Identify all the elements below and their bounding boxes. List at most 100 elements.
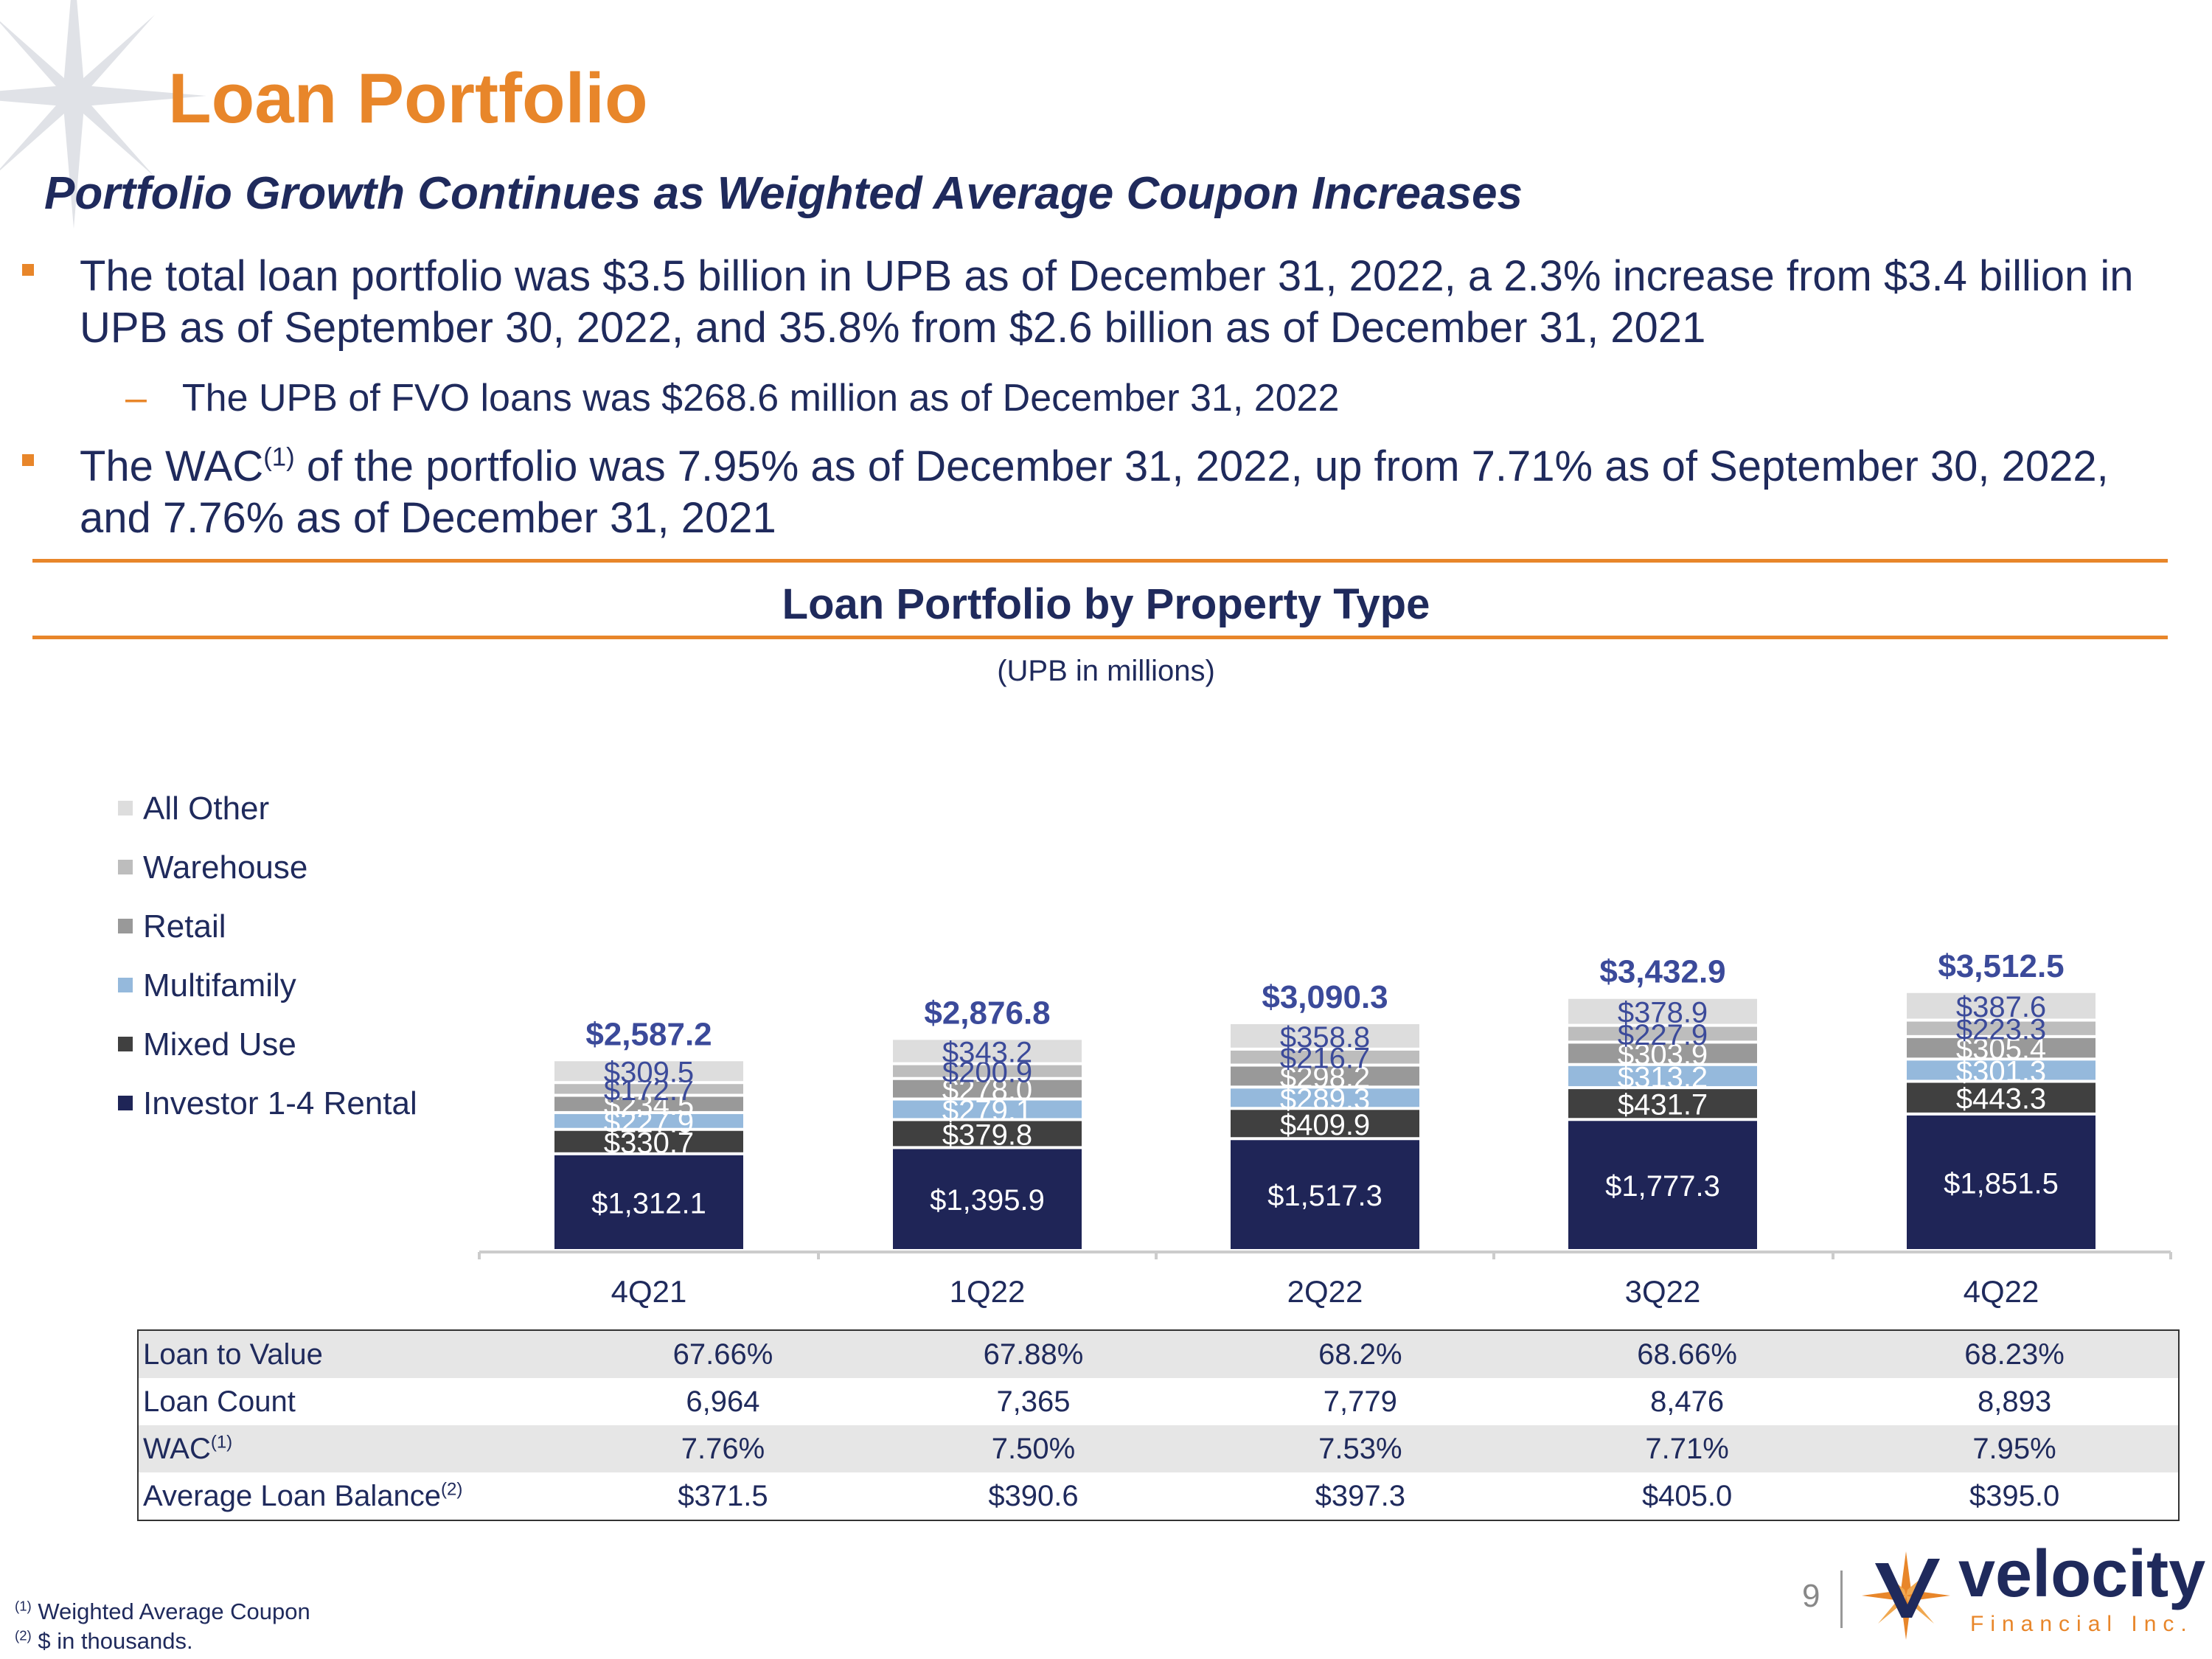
total-label: $2,587.2 xyxy=(585,1016,712,1052)
table-cell: 7.53% xyxy=(1197,1425,1524,1472)
data-label: $223.3 xyxy=(1956,1014,2046,1046)
bar-segment xyxy=(1231,1140,1419,1249)
bar-segment xyxy=(1907,992,2096,1019)
x-tick-label: 3Q22 xyxy=(1625,1274,1701,1309)
sub-bullet-text: The UPB of FVO loans was $268.6 million … xyxy=(181,377,1340,420)
table-cell: 7,365 xyxy=(996,1385,1071,1418)
legend-swatch xyxy=(118,919,133,934)
legend-item: Retail xyxy=(118,908,226,945)
data-label: $305.4 xyxy=(1956,1033,2046,1065)
data-label: $358.8 xyxy=(1280,1021,1370,1054)
data-label: $227.9 xyxy=(1618,1019,1708,1051)
bar-segment xyxy=(893,1065,1082,1077)
bullet-marker xyxy=(22,454,34,466)
table-cell: 67.88% xyxy=(869,1330,1197,1378)
bar-segment xyxy=(893,1121,1082,1147)
table-cell: $390.6 xyxy=(988,1479,1079,1512)
velocity-star-logo-icon xyxy=(1862,1551,1950,1640)
bar-segment xyxy=(893,1100,1082,1119)
bar-segment xyxy=(554,1130,743,1152)
table-cell: 8,476 xyxy=(1650,1385,1725,1418)
bar-segment xyxy=(1907,1021,2096,1035)
legend-swatch xyxy=(118,1037,133,1052)
legend-swatch xyxy=(118,978,133,993)
legend-swatch xyxy=(118,860,133,875)
table-cell: 8,893 xyxy=(1977,1385,2052,1418)
legend-item: Mixed Use xyxy=(118,1026,296,1063)
total-label: $3,432.9 xyxy=(1599,954,1725,990)
page-number: 9 xyxy=(1802,1578,1820,1614)
data-label: $301.3 xyxy=(1956,1055,2046,1088)
bar-segment xyxy=(1231,1110,1419,1138)
chart-unit-label: (UPB in millions) xyxy=(997,655,1215,687)
bar-segment xyxy=(1907,1060,2096,1080)
data-label: $379.8 xyxy=(942,1119,1032,1151)
legend-swatch xyxy=(118,1096,133,1111)
bar-segment xyxy=(1231,1066,1419,1086)
bar-segment xyxy=(1568,1065,1757,1087)
table-cell: 68.2% xyxy=(1197,1330,1524,1378)
x-tick-label: 2Q22 xyxy=(1287,1274,1363,1309)
legend-item: Warehouse xyxy=(118,849,307,886)
table-cell: 6,964 xyxy=(686,1385,760,1418)
legend-swatch xyxy=(118,801,133,816)
data-label: $1,851.5 xyxy=(1944,1167,2059,1200)
table-cell: $405.0 xyxy=(1641,1479,1733,1512)
data-label: $289.3 xyxy=(1280,1083,1370,1116)
data-label: $409.9 xyxy=(1280,1109,1370,1141)
data-label: $1,395.9 xyxy=(930,1184,1045,1217)
table-row: Loan Count 6,964 7,365 7,779 8,476 8,893 xyxy=(138,1378,2179,1425)
divider-bottom xyxy=(32,636,2168,639)
bar-segment xyxy=(554,1084,743,1094)
bar-segment xyxy=(1568,998,1757,1024)
bar-segment xyxy=(554,1113,743,1128)
row-label: WAC(1) xyxy=(138,1425,577,1472)
bar-segment xyxy=(1907,1037,2096,1058)
data-label: $1,777.3 xyxy=(1605,1170,1720,1203)
x-tick-label: 1Q22 xyxy=(950,1274,1026,1309)
data-label: $227.9 xyxy=(604,1106,694,1138)
data-label: $303.9 xyxy=(1618,1039,1708,1071)
divider-top xyxy=(32,559,2168,563)
data-label: $330.7 xyxy=(604,1127,694,1159)
star-watermark-icon xyxy=(0,0,206,229)
data-label: $278.0 xyxy=(942,1074,1032,1107)
table-cell: $395.0 xyxy=(1969,1479,2060,1512)
row-label: Average Loan Balance(2) xyxy=(143,1479,463,1512)
table-cell: 7.71% xyxy=(1523,1425,1851,1472)
total-label: $3,090.3 xyxy=(1262,979,1388,1015)
bar-segment xyxy=(1231,1023,1419,1048)
bar-segment xyxy=(1568,1026,1757,1041)
x-tick-label: 4Q22 xyxy=(1964,1274,2039,1309)
logo-tagline: Financial Inc. xyxy=(1970,1612,2194,1636)
bullet-text: The total loan portfolio was $3.5 billio… xyxy=(80,252,2134,352)
bar-segment xyxy=(1231,1050,1419,1064)
stacked-bar-chart: $1,312.1$330.7$227.9$234.5$172.7$309.5$2… xyxy=(478,948,2172,1309)
table-cell: 7,779 xyxy=(1323,1385,1397,1418)
table-cell: 7.50% xyxy=(869,1425,1197,1472)
table-row: WAC(1) 7.76% 7.50% 7.53% 7.71% 7.95% xyxy=(138,1425,2179,1472)
data-label: $309.5 xyxy=(604,1057,694,1089)
table-cell: 7.76% xyxy=(576,1425,870,1472)
data-label: $387.6 xyxy=(1956,991,2046,1023)
table-cell: 68.23% xyxy=(1851,1330,2179,1378)
data-label: $234.5 xyxy=(604,1089,694,1121)
data-label: $298.2 xyxy=(1280,1061,1370,1093)
footnote-2: (2) $ in thousands. xyxy=(15,1627,193,1654)
bar-segment xyxy=(1907,1082,2096,1113)
data-label: $443.3 xyxy=(1956,1083,2046,1116)
data-label: $216.7 xyxy=(1280,1043,1370,1075)
legend-item: All Other xyxy=(118,790,269,827)
data-label: $279.1 xyxy=(942,1094,1032,1127)
bar-segment xyxy=(893,1040,1082,1062)
data-label: $343.2 xyxy=(942,1036,1032,1068)
bar-segment xyxy=(1568,1121,1757,1249)
total-label: $2,876.8 xyxy=(924,995,1050,1031)
metrics-table: Loan to Value 67.66% 67.88% 68.2% 68.66% 68.2… xyxy=(137,1329,2180,1521)
table-row: Average Loan Balance(2) $371.5 $390.6 $397.… xyxy=(138,1472,2179,1520)
data-label: $1,312.1 xyxy=(591,1187,706,1220)
bar-segment xyxy=(1907,1115,2096,1249)
table-cell: 67.66% xyxy=(576,1330,870,1378)
chart-title: Loan Portfolio by Property Type xyxy=(782,580,1430,628)
page-subtitle: Portfolio Growth Continues as Weighted A… xyxy=(44,168,1523,219)
